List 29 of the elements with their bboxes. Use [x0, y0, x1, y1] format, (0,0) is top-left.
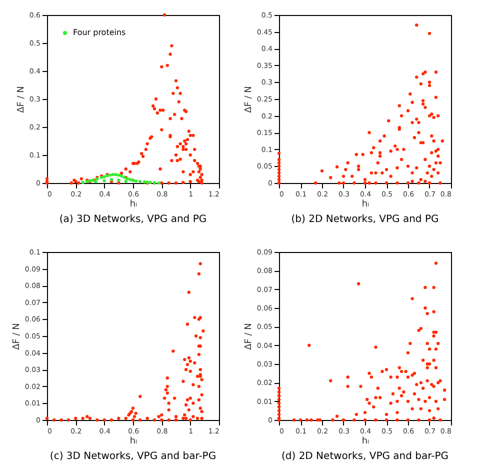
text: (a) 3D Networks, VPG and PG	[59, 214, 207, 225]
point	[81, 180, 84, 184]
text: (c) 3D Networks, VPG and bar-PG	[50, 451, 216, 462]
y-axis-title: ΔF / N	[244, 323, 254, 350]
x-axis-title: hₗ	[362, 200, 370, 210]
x-axis-title: hₗ	[130, 436, 138, 446]
text: (b) 2D Networks, VPG and PG	[291, 214, 439, 225]
point	[157, 181, 160, 185]
legend-label: Four proteins	[73, 28, 126, 37]
point	[128, 178, 132, 182]
point	[117, 174, 120, 177]
point	[102, 175, 106, 178]
x-axis-title: hₗ	[362, 436, 370, 446]
point	[134, 179, 138, 183]
point	[114, 173, 118, 176]
point	[124, 180, 128, 183]
point	[120, 174, 124, 178]
point	[117, 178, 120, 182]
point	[148, 180, 152, 184]
text: (d) 2D Networks, VPG and bar-PG	[281, 451, 449, 462]
x-axis-title: hₗ	[130, 200, 138, 210]
point	[108, 174, 112, 177]
point	[142, 180, 146, 184]
point	[111, 173, 115, 176]
point	[102, 179, 106, 182]
y-axis-title: ΔF / N	[12, 323, 22, 350]
point	[138, 180, 142, 184]
y-axis-title: ΔF / N	[16, 86, 26, 113]
y-axis-title: ΔF / N	[244, 86, 254, 113]
